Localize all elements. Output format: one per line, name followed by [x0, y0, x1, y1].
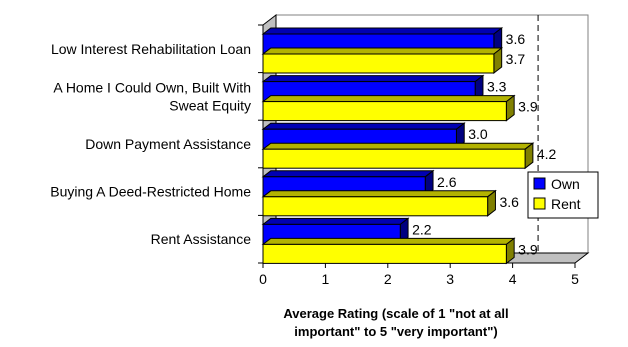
category-label-line: A Home I Could Own, Built With	[53, 79, 251, 95]
data-label-own: 2.2	[412, 221, 432, 237]
bar-top-own	[261, 122, 466, 130]
category-label: A Home I Could Own, Built With Sweat Equi…	[53, 79, 251, 113]
data-label-rent: 4.2	[537, 146, 557, 162]
x-tick-label: 2	[384, 271, 392, 287]
category-label-line: Rent Assistance	[151, 231, 252, 247]
legend-label-rent: Rent	[551, 196, 581, 212]
bar-top-own	[261, 217, 410, 225]
category-labels: Low Interest Rehabilitation Loan A Home I…	[50, 41, 251, 247]
x-tick-label: 5	[571, 271, 579, 287]
legend-label-own: Own	[551, 176, 580, 192]
bar-top-rent	[261, 95, 516, 103]
x-tick-label: 1	[322, 271, 330, 287]
bar-top-rent	[261, 47, 504, 55]
category-label-line: Low Interest Rehabilitation Loan	[51, 41, 251, 57]
bar-top-own	[261, 27, 504, 35]
bar-top-own	[261, 75, 485, 83]
x-axis-label-line: important" to 5 "very important")	[294, 324, 497, 339]
x-tick-label: 4	[509, 271, 517, 287]
bar-top-rent	[261, 142, 535, 150]
data-label-rent: 3.9	[518, 99, 538, 115]
bar-series	[261, 26, 535, 265]
category-label: Down Payment Assistance	[85, 136, 251, 152]
bar-rent	[262, 101, 507, 122]
data-label-own: 3.3	[487, 79, 507, 95]
legend: Own Rent	[527, 171, 599, 219]
category-label-line: Down Payment Assistance	[85, 136, 251, 152]
bar-top-own	[261, 170, 435, 178]
legend-swatch-rent	[533, 197, 546, 210]
x-axis-label: Average Rating (scale of 1 "not at all im…	[283, 306, 508, 339]
legend-swatch-own	[533, 177, 546, 190]
bar-rent	[262, 53, 495, 74]
category-label: Buying A Deed-Restricted Home	[50, 184, 251, 200]
bar-rent	[262, 196, 489, 217]
x-tick-label: 3	[446, 271, 454, 287]
data-label-own: 2.6	[437, 174, 457, 190]
bar-rent	[262, 243, 507, 264]
data-label-own: 3.0	[468, 126, 488, 142]
category-label: Low Interest Rehabilitation Loan	[51, 41, 251, 57]
category-label-line: Buying A Deed-Restricted Home	[50, 184, 251, 200]
x-tick-label: 0	[259, 271, 267, 287]
data-label-own: 3.6	[506, 31, 526, 47]
data-label-rent: 3.9	[518, 241, 538, 257]
x-axis-ticks: 0 1 2 3 4 5	[259, 263, 579, 287]
data-labels: 3.6 3.7 3.3 3.9 3.0 4.2 2.6 3.6 2.2 3.9	[412, 31, 556, 257]
data-label-rent: 3.6	[499, 194, 519, 210]
data-label-rent: 3.7	[506, 51, 526, 67]
x-axis-label-line: Average Rating (scale of 1 "not at all	[283, 306, 508, 321]
category-label: Rent Assistance	[151, 231, 252, 247]
bar-top-rent	[261, 237, 516, 245]
bar-top-rent	[261, 190, 497, 198]
bar-rent	[262, 148, 526, 169]
category-label-line: Sweat Equity	[169, 97, 251, 113]
